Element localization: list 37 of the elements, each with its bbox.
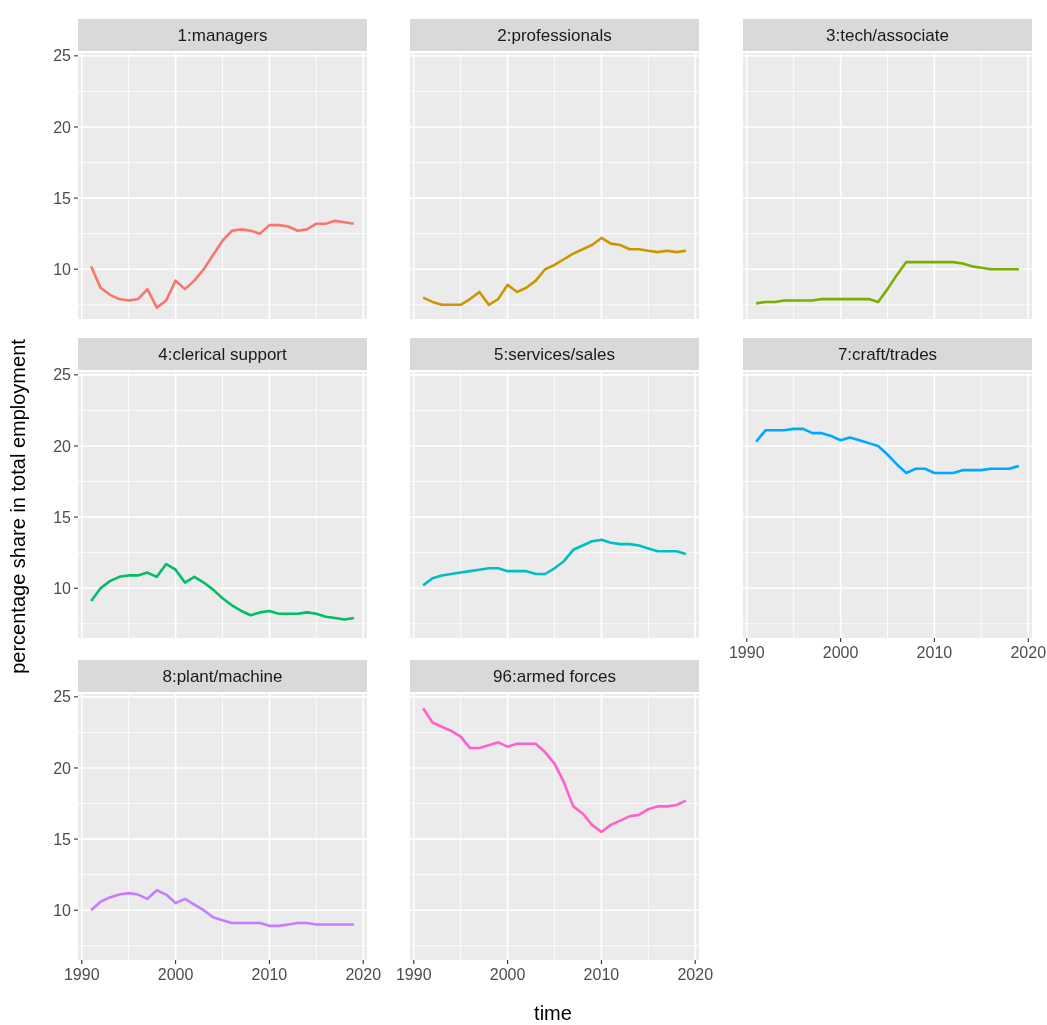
chart-title: 7:craft/trades	[837, 344, 938, 364]
chart-title: 4:clerical support	[158, 344, 288, 364]
y-tick-label: 10	[53, 579, 72, 597]
chart-title: 8:plant/machine	[162, 666, 283, 686]
y-axis-title: percentage share in total employment	[7, 338, 29, 674]
x-tick-label: 1990	[63, 966, 100, 983]
y-tick-label: 15	[53, 189, 72, 207]
chart-title: 3:tech/associate	[826, 25, 949, 45]
line-series	[89, 889, 356, 928]
y-tick-label: 20	[53, 759, 72, 777]
line-series	[89, 219, 356, 309]
y-tick-label: 20	[53, 437, 72, 455]
chart-title: 1:managers	[177, 25, 268, 45]
x-tick-label: 2020	[677, 966, 714, 983]
x-tick-label: 2020	[1010, 644, 1047, 661]
x-tick-label: 2010	[583, 966, 620, 983]
y-tick-label: 10	[53, 260, 72, 278]
line-series	[89, 562, 356, 621]
y-tick-label: 25	[53, 366, 72, 384]
x-tick-label: 1990	[728, 644, 765, 661]
x-tick-label: 2000	[157, 966, 194, 983]
y-tick-label: 20	[53, 118, 72, 136]
y-tick-label: 25	[53, 688, 72, 706]
x-tick-label: 2010	[251, 966, 288, 983]
x-tick-label: 2010	[916, 644, 953, 661]
x-tick-label: 2000	[489, 966, 526, 983]
x-axis-title: time	[534, 1002, 572, 1024]
x-tick-label: 2020	[345, 966, 382, 983]
y-tick-label: 15	[53, 508, 72, 526]
chart-title: 2:professionals	[497, 25, 612, 45]
x-tick-label: 1990	[395, 966, 432, 983]
y-tick-label: 15	[53, 830, 72, 848]
chart-title: 5:services/sales	[494, 344, 615, 364]
y-tick-label: 25	[53, 47, 72, 65]
y-tick-label: 10	[53, 901, 72, 919]
chart-title: 96:armed forces	[493, 666, 616, 686]
x-tick-label: 2000	[822, 644, 859, 661]
